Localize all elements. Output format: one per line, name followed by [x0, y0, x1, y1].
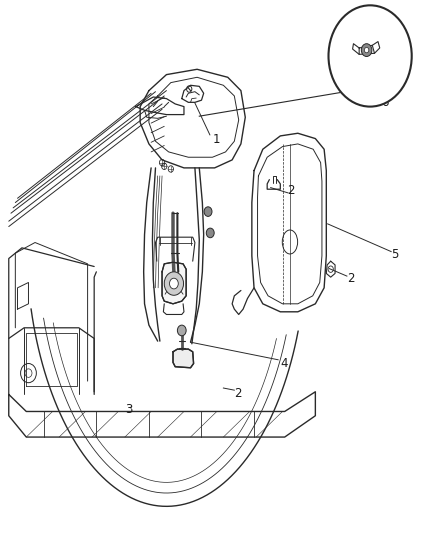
Circle shape: [328, 5, 412, 107]
Circle shape: [361, 44, 372, 56]
Circle shape: [164, 272, 184, 295]
Circle shape: [177, 325, 186, 336]
Circle shape: [206, 228, 214, 238]
Ellipse shape: [282, 230, 298, 254]
Text: 2: 2: [346, 272, 354, 285]
Text: 6: 6: [381, 96, 389, 109]
Text: 2: 2: [287, 184, 295, 197]
Polygon shape: [173, 349, 194, 368]
Polygon shape: [162, 262, 186, 304]
Text: 4: 4: [280, 357, 288, 370]
Circle shape: [170, 278, 178, 289]
Circle shape: [364, 47, 369, 53]
Text: 3: 3: [126, 403, 133, 416]
Text: 5: 5: [392, 248, 399, 261]
Circle shape: [204, 207, 212, 216]
Text: 2: 2: [233, 387, 241, 400]
Text: 1: 1: [213, 133, 221, 146]
